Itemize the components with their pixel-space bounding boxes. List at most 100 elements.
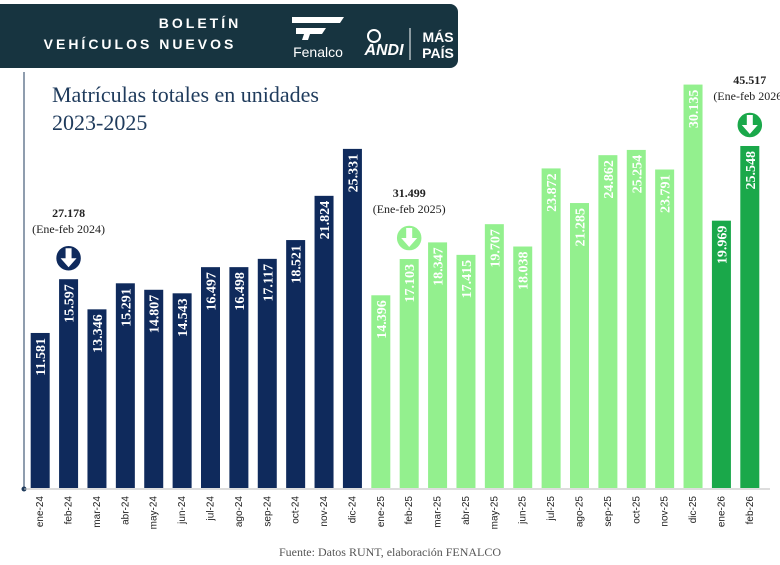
x-tick-label: mar-25 xyxy=(433,496,444,528)
value-label: 17.117 xyxy=(261,264,276,302)
annotation-value: 31.499 xyxy=(393,186,426,200)
x-tick-label: may-25 xyxy=(489,496,500,530)
x-tick-label: ago-24 xyxy=(234,496,245,528)
value-label: 18.521 xyxy=(290,245,305,284)
header-title: VEHÍCULOS NUEVOS xyxy=(44,36,237,52)
value-label: 16.497 xyxy=(205,272,220,311)
bar xyxy=(484,224,504,488)
bar xyxy=(257,258,277,488)
annotation-note: (Ene-feb 2025) xyxy=(373,202,446,216)
bar xyxy=(598,155,618,489)
x-tick-label: dic-24 xyxy=(347,496,358,524)
value-label: 15.291 xyxy=(119,288,134,327)
value-label: 19.969 xyxy=(715,226,730,265)
bar xyxy=(229,267,249,488)
bar xyxy=(172,293,192,488)
x-tick-label: oct-25 xyxy=(631,496,642,524)
value-label: 13.346 xyxy=(91,314,106,353)
value-label: 25.254 xyxy=(630,155,645,194)
header-band xyxy=(0,4,458,68)
x-tick-label: feb-26 xyxy=(745,496,756,525)
x-tick-label: nov-25 xyxy=(660,496,671,527)
value-label: 23.791 xyxy=(659,175,674,214)
value-label: 19.707 xyxy=(488,229,503,268)
chart-subtitle: 2023-2025 xyxy=(52,110,147,135)
source-note: Fuente: Datos RUNT, elaboración FENALCO xyxy=(279,545,501,559)
value-label: 25.331 xyxy=(346,154,361,193)
x-tick-label: sep-24 xyxy=(262,496,273,527)
value-label: 14.396 xyxy=(375,300,390,339)
value-label: 30.135 xyxy=(687,90,702,128)
fenalco-icon xyxy=(292,17,344,40)
value-label: 17.103 xyxy=(403,264,418,303)
x-tick-label: abr-25 xyxy=(461,496,472,525)
value-label: 11.581 xyxy=(34,338,49,376)
bar xyxy=(201,267,220,488)
annotation-note: (Ene-feb 2024) xyxy=(32,222,105,236)
x-tick-label: mar-24 xyxy=(92,496,103,528)
bar xyxy=(456,254,476,488)
bar xyxy=(683,84,703,489)
bar xyxy=(655,169,675,489)
logo-andi: ANDI xyxy=(363,42,404,59)
x-tick-label: may-24 xyxy=(149,496,160,530)
logo-pais: PAÍS xyxy=(422,45,454,61)
bar xyxy=(115,283,135,488)
bar xyxy=(399,259,419,488)
x-tick-label: jul-24 xyxy=(206,496,217,522)
bar xyxy=(711,220,731,488)
value-label: 24.862 xyxy=(602,160,617,199)
value-label: 21.285 xyxy=(574,208,589,247)
x-tick-label: jun-24 xyxy=(177,496,188,525)
annotation-value: 45.517 xyxy=(733,73,766,87)
chart-title: Matrículas totales en unidades xyxy=(52,82,319,107)
bar xyxy=(740,145,760,488)
x-tick-label: ago-25 xyxy=(575,496,586,528)
x-tick-label: oct-24 xyxy=(291,496,302,524)
x-tick-label: feb-24 xyxy=(64,496,75,525)
value-label: 16.498 xyxy=(233,272,248,311)
annotation-note: (Ene-feb 2026) xyxy=(713,89,780,103)
x-tick-label: nov-24 xyxy=(319,496,330,527)
logo-fenalco: Fenalco xyxy=(293,44,343,60)
bar xyxy=(144,289,164,488)
bar xyxy=(626,149,646,489)
x-tick-label: ene-26 xyxy=(716,496,727,528)
x-tick-label: jun-25 xyxy=(518,496,529,525)
value-label: 17.415 xyxy=(460,260,475,299)
x-tick-label: dic-25 xyxy=(688,496,699,524)
arrow-icon xyxy=(60,248,77,268)
x-tick-label: ene-25 xyxy=(376,496,387,528)
value-label: 25.548 xyxy=(744,151,759,190)
bar xyxy=(541,168,561,489)
x-tick-label: jul-25 xyxy=(546,496,557,522)
bar xyxy=(314,195,334,488)
value-label: 23.872 xyxy=(545,173,560,212)
bar xyxy=(286,240,306,488)
value-label: 14.807 xyxy=(148,295,163,334)
value-label: 14.543 xyxy=(176,298,191,337)
bar xyxy=(428,242,448,488)
x-tick-label: abr-24 xyxy=(120,496,131,525)
bar xyxy=(513,246,533,488)
header-kicker: BOLETÍN xyxy=(159,15,241,31)
arrow-icon xyxy=(401,228,418,248)
bar xyxy=(570,203,589,488)
value-label: 18.347 xyxy=(432,247,447,286)
bar xyxy=(59,279,79,488)
bar xyxy=(87,309,107,488)
bar xyxy=(30,332,50,488)
x-tick-label: ene-24 xyxy=(35,496,46,528)
x-tick-label: sep-25 xyxy=(603,496,614,527)
bar xyxy=(342,148,362,488)
annotation-value: 27.178 xyxy=(52,206,85,220)
value-label: 21.824 xyxy=(318,201,333,240)
arrow-icon xyxy=(741,114,758,134)
value-label: 15.597 xyxy=(63,284,78,323)
logo-mas: MÁS xyxy=(422,29,453,45)
bar xyxy=(371,295,391,488)
x-tick-label: feb-25 xyxy=(404,496,415,525)
value-label: 18.038 xyxy=(517,252,532,291)
andi-icon xyxy=(367,29,381,43)
